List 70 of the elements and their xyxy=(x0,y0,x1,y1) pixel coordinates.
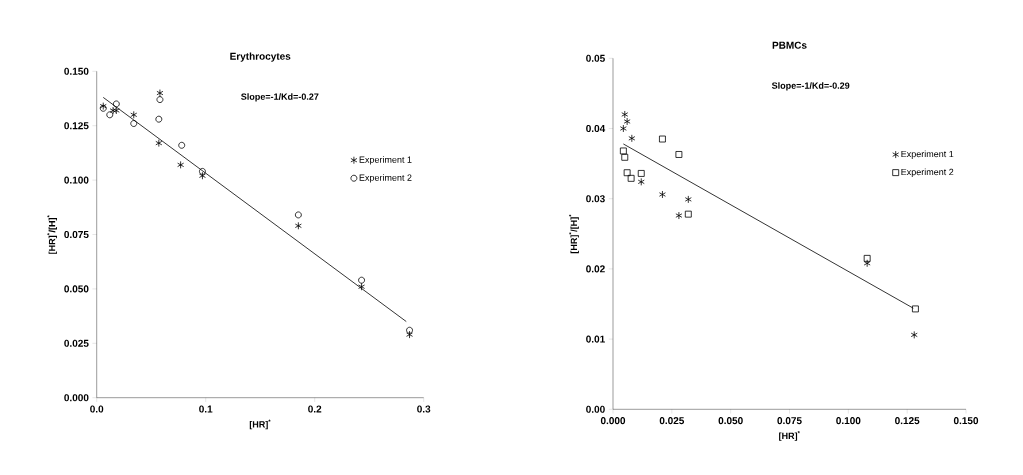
point xyxy=(659,135,666,143)
y-tick-label: 0.01 xyxy=(586,335,605,343)
point xyxy=(912,305,919,313)
point xyxy=(637,170,645,177)
point xyxy=(675,151,683,158)
point xyxy=(294,211,302,219)
point xyxy=(155,115,163,123)
point xyxy=(684,210,692,218)
point xyxy=(406,330,413,339)
x-axis-title: [HR]$^{*}$ xyxy=(779,431,800,441)
point xyxy=(675,211,683,220)
x-tick-label: 0.0 xyxy=(90,405,104,413)
point xyxy=(156,89,164,97)
y-tick-label: 0.04 xyxy=(586,124,606,133)
chart-title: PBMCs xyxy=(772,41,807,49)
y-tick-label: 0.150 xyxy=(64,67,89,75)
x-tick-label: 0.050 xyxy=(718,417,743,425)
point xyxy=(294,221,302,230)
y-tick-label: 0.03 xyxy=(586,195,605,203)
legend-label: Experiment 1 xyxy=(901,150,954,159)
y-axis-title: [HR]$^{*}$/[H]$^{*}$ xyxy=(47,215,58,254)
x-tick-label: 0.150 xyxy=(953,417,979,425)
point xyxy=(684,195,692,204)
point xyxy=(130,110,138,119)
x-tick-label: 0.125 xyxy=(895,417,920,425)
point xyxy=(177,160,185,169)
point xyxy=(199,171,206,180)
point xyxy=(627,174,635,182)
point xyxy=(621,153,629,161)
x-tick-label: 0.075 xyxy=(777,417,802,425)
point xyxy=(178,141,186,149)
y-tick-label: 0.100 xyxy=(64,176,89,184)
x-tick-label: 0.025 xyxy=(659,417,685,425)
x-tick-label: 0.100 xyxy=(836,417,861,425)
point xyxy=(112,100,120,108)
point xyxy=(358,282,365,291)
annotation: Slope=-1/Kd=-0.29 xyxy=(771,82,850,91)
y-axis-title: [HR]$^{*}$/[H]$^{*}$ xyxy=(569,214,579,254)
x-tick-label: 0.3 xyxy=(417,405,431,413)
y-tick-label: 0.000 xyxy=(64,394,89,402)
point xyxy=(619,147,627,155)
point xyxy=(358,276,365,284)
chart-title: Erythrocytes xyxy=(230,52,291,62)
x-tick-label: 0.1 xyxy=(199,405,213,413)
point xyxy=(637,177,645,186)
point xyxy=(130,120,138,127)
point xyxy=(623,169,631,177)
point xyxy=(658,190,666,199)
point xyxy=(109,106,117,115)
legend-label: Experiment 2 xyxy=(359,174,412,183)
legend-label: Experiment 1 xyxy=(359,156,412,165)
point xyxy=(156,96,164,103)
x-tick-label: 0.000 xyxy=(600,417,626,425)
y-tick-label: 0.075 xyxy=(64,230,89,239)
y-tick-label: 0.050 xyxy=(64,285,89,293)
annotation: Slope=-1/Kd=-0.27 xyxy=(241,93,319,102)
y-tick-label: 0.025 xyxy=(64,339,89,347)
y-tick-label: 0.02 xyxy=(586,265,605,273)
point xyxy=(155,139,163,148)
point xyxy=(619,124,627,133)
y-tick-label: 0.05 xyxy=(586,54,605,62)
x-tick-label: 0.2 xyxy=(308,405,322,413)
point xyxy=(910,330,918,339)
y-tick-label: 0.00 xyxy=(586,405,605,413)
point xyxy=(199,168,206,175)
legend-label: Experiment 2 xyxy=(901,168,954,177)
y-tick-label: 0.125 xyxy=(64,122,89,130)
point xyxy=(628,134,636,143)
x-axis-title: [HR]$^{*}$ xyxy=(249,419,271,430)
point xyxy=(406,326,413,334)
